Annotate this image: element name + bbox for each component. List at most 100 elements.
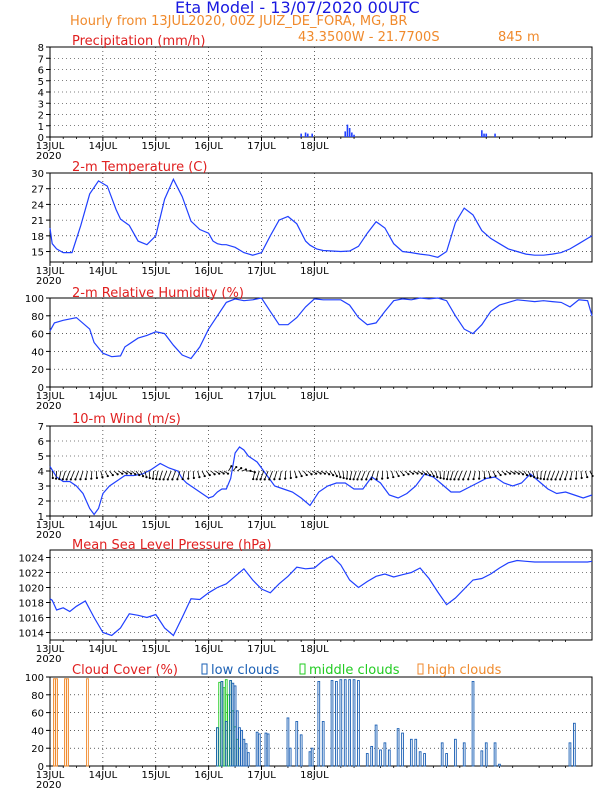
wind-arrowhead	[111, 473, 114, 477]
precip-bar	[311, 133, 313, 137]
wind-arrow	[365, 470, 370, 480]
cloud-bar-low	[255, 731, 259, 767]
wind-arrow	[155, 470, 159, 480]
wind-arrowhead	[95, 476, 99, 480]
wind-arrowhead	[166, 478, 169, 481]
pressure-ytick-label: 1024	[19, 554, 44, 565]
cloud-bar-high	[66, 678, 69, 767]
rh-panel: 0 20 40 60 80 100 13JUL 14JUL 15JUL 16JUL 17JUL 18J…	[25, 286, 593, 412]
wind-arrow	[256, 470, 260, 480]
wind-arrowhead	[158, 478, 161, 481]
wind-ytick-label: 1	[38, 512, 44, 523]
wind-arrowhead	[591, 474, 594, 478]
wind-ytick-label: 7	[38, 422, 44, 433]
wind-arrow	[163, 470, 168, 480]
wind-arrowhead	[574, 477, 578, 480]
precip-ytick-label: 8	[38, 43, 44, 54]
wind-arrowhead	[54, 477, 58, 480]
cloud-bar-low	[233, 685, 237, 767]
wind-arrowhead	[586, 475, 589, 479]
wind-arrowhead	[244, 468, 248, 471]
cloud-bar-low	[387, 749, 391, 767]
wind-arrowhead	[386, 476, 389, 480]
temp-xtick-label: 16JUL	[194, 266, 223, 277]
temp-frame	[49, 172, 593, 263]
wind-arrow	[346, 470, 348, 479]
cloud-legend-label: high clouds	[427, 663, 502, 678]
wind-arrowhead	[284, 477, 287, 480]
wind-arrow	[570, 470, 573, 480]
wind-arrowhead	[436, 476, 439, 479]
wind-xtick-label: 18JUL	[300, 520, 329, 531]
cloud-bar-middle	[227, 694, 230, 767]
rh-xtick-label: 15JUL	[141, 391, 170, 402]
precip-bar	[346, 124, 349, 137]
pressure-xtick-label: 15JUL	[141, 644, 170, 655]
temp-xtick-label: 17JUL	[247, 266, 276, 277]
cloud-legend-swatch	[417, 663, 424, 675]
wind-arrow	[268, 470, 273, 480]
cloud-bar-low	[480, 750, 484, 767]
wind-arrowhead	[315, 472, 318, 475]
wind-arrowhead	[407, 473, 410, 476]
precip-bar	[344, 131, 347, 137]
wind-ytick-label: 4	[38, 467, 44, 478]
cloud-xtick-label: 15JUL	[141, 770, 170, 781]
wind-arrowhead	[521, 473, 525, 476]
cloud-bar-low	[343, 679, 347, 767]
cloud-bar-low	[383, 742, 387, 767]
temp-ytick-label: 30	[31, 169, 44, 180]
station-coords: 43.3500W - 21.7700S	[298, 30, 440, 45]
wind-arrowhead	[504, 473, 507, 476]
wind-arrowhead	[564, 478, 567, 481]
rh-ytick-label: 0	[38, 383, 44, 394]
wind-arrowhead	[542, 477, 546, 481]
cloud-xtick-label: 16JUL	[194, 770, 223, 781]
wind-arrowhead	[539, 477, 542, 480]
wind-ytick-label: 5	[38, 452, 44, 463]
cloud-ytick-label: 0	[38, 762, 44, 773]
wind-arrowhead	[259, 478, 262, 481]
chart-subtitle: Hourly from 13JUL2020, 00Z JUIZ_DE_FORA,…	[70, 14, 408, 29]
wind-arrow	[289, 470, 292, 479]
wind-arrowhead	[392, 475, 395, 479]
cloud-bar-low	[498, 763, 501, 767]
pressure-series-line	[49, 555, 593, 637]
rh-series-line	[49, 297, 593, 360]
rh-ytick-label: 60	[31, 330, 44, 341]
wind-arrowhead	[397, 474, 400, 478]
cloud-bar-middle	[218, 681, 222, 767]
pressure-xtick-label: 16JUL	[194, 644, 223, 655]
temperature-title: 2-m Temperature (C)	[72, 160, 207, 175]
wind-xtick-label: 14JUL	[89, 520, 118, 531]
precip-xtick-label: 13JUL	[36, 141, 65, 152]
wind-arrow	[462, 470, 467, 480]
wind-arrow	[473, 470, 476, 480]
cloud-xtick-label: 14JUL	[89, 770, 118, 781]
cloud-legend-label: middle clouds	[309, 663, 400, 678]
wind-arrowhead	[402, 473, 405, 477]
pressure-ytick-label: 1014	[19, 629, 44, 640]
cloud-bar-high	[86, 678, 89, 767]
wind-ytick-label: 3	[38, 482, 44, 493]
wind-arrowhead	[352, 478, 355, 481]
wind-arrow	[51, 470, 54, 479]
wind-arrowhead	[295, 475, 298, 479]
wind-arrowhead	[84, 477, 87, 481]
wind-arrowhead	[467, 478, 470, 481]
wind-arrowhead	[525, 474, 529, 477]
cloud-bar-low	[454, 738, 457, 767]
precip-ytick-label: 3	[38, 99, 44, 110]
cloud-bar-low	[423, 753, 426, 767]
pressure-ytick-label: 1020	[19, 584, 44, 595]
rh-xtick-label: 16JUL	[194, 391, 223, 402]
cloud-ytick-label: 40	[31, 726, 44, 737]
cloud-xtick-label: 17JUL	[247, 770, 276, 781]
precip-bar	[351, 132, 353, 137]
wind-arrowhead	[449, 478, 452, 481]
precip-ytick-label: 1	[38, 122, 44, 133]
rh-xtick-label: 17JUL	[247, 391, 276, 402]
wind-year-label: 2020	[36, 530, 61, 541]
